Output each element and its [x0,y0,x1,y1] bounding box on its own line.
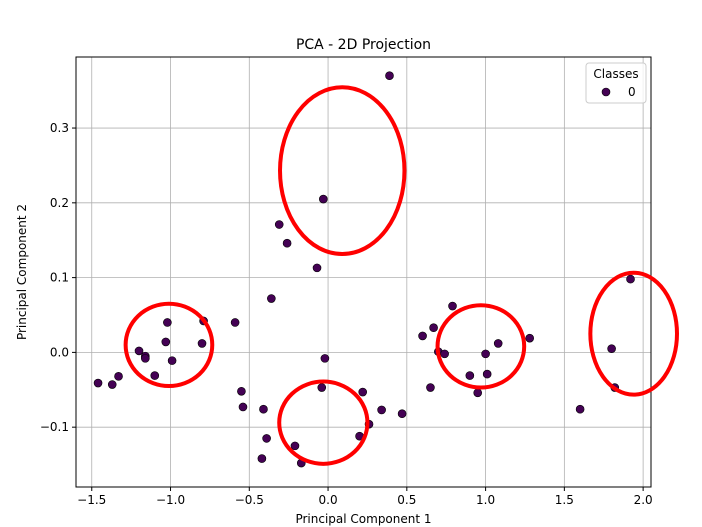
red-ellipse-annotations [123,85,679,466]
y-tick-label: 0.1 [50,271,69,285]
data-point [448,301,457,311]
data-point [93,378,103,388]
y-tick-label: 0.2 [50,196,69,210]
data-point [150,371,160,380]
red-ellipse-annotation [435,303,527,390]
red-ellipse-annotation [278,85,407,257]
data-point [481,349,490,359]
x-tick-label: 1.5 [555,493,574,507]
y-tick-label: −0.1 [40,420,69,434]
data-point [626,274,635,284]
data-point [267,294,276,303]
y-tick-label: 0.0 [50,345,69,359]
x-axis-label: Principal Component 1 [295,512,431,526]
legend-entry-label: 0 [628,85,636,99]
data-point [274,220,284,229]
red-ellipse-annotation [277,379,370,466]
plot-frame [75,56,652,488]
x-tick-label: 2.0 [634,493,653,507]
data-point [167,356,177,365]
data-point [259,404,268,414]
x-tick-label: 0.5 [397,493,416,507]
data-point [440,349,449,359]
data-point [161,337,171,347]
data-point [262,434,271,443]
red-ellipse-annotation [588,270,679,397]
data-point [575,404,585,414]
data-point [237,386,246,396]
grid-lines [76,57,651,487]
legend: Classes 0 [585,62,647,104]
x-tick-label: 0.0 [319,493,338,507]
legend-title: Classes [593,67,638,81]
data-point [473,388,483,398]
data-point [607,344,616,353]
data-point [114,372,123,381]
legend-box [585,62,647,104]
data-point [493,339,503,348]
y-axis-label: Principal Component 2 [15,204,29,340]
x-tick-label: −1.0 [156,493,185,507]
data-point [525,333,534,343]
x-tick-label: 1.0 [476,493,495,507]
data-point [290,441,300,451]
data-point [312,263,322,273]
data-point [107,380,117,389]
y-tick-label: 0.3 [50,121,69,135]
data-point [358,387,368,397]
data-point [377,405,386,415]
data-point [230,318,240,327]
data-point [482,369,492,379]
data-point [397,409,407,419]
data-point [134,346,144,356]
red-ellipse-annotation [123,301,215,389]
data-point [418,331,427,341]
x-tick-label: −1.5 [77,493,106,507]
data-point [429,323,438,333]
data-point [426,383,435,392]
data-point [141,354,150,363]
data-point [257,454,267,463]
data-point [197,339,207,348]
data-point [317,383,327,392]
data-point [385,71,394,80]
chart-title: PCA - 2D Projection [296,37,431,53]
data-point [238,402,248,412]
data-point [163,318,172,327]
data-point [465,371,475,380]
x-tick-label: −0.5 [235,493,264,507]
legend-marker [601,87,611,97]
data-point [320,354,330,363]
data-point [282,238,292,248]
data-point [319,194,328,204]
axis-ticks: −1.5 −1.0 −0.5 0.0 0.5 1.0 1.5 2.0 −0.1 0.0 0.1 0.2… [40,121,653,507]
